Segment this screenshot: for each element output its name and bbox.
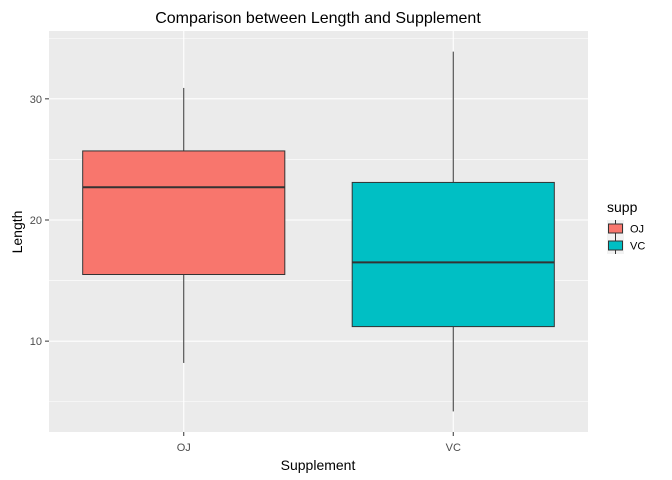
box-oj bbox=[82, 87, 286, 363]
box-iqr bbox=[82, 150, 286, 276]
y-axis-title: Length bbox=[9, 211, 25, 254]
legend-key-oj bbox=[607, 220, 624, 237]
y-axis-ticks: 10 20 30 bbox=[30, 94, 49, 348]
legend-key-swatch bbox=[608, 223, 623, 234]
x-tick-label: VC bbox=[446, 442, 461, 454]
legend-label: VC bbox=[630, 241, 645, 253]
chart-title: Comparison between Length and Supplement bbox=[155, 10, 481, 27]
legend-key-swatch bbox=[608, 240, 623, 251]
boxes-layer bbox=[82, 51, 555, 412]
legend-key-vc bbox=[607, 237, 624, 254]
legend: supp OJ VC bbox=[607, 199, 645, 254]
legend-label: OJ bbox=[630, 224, 644, 236]
y-tick-label: 20 bbox=[30, 215, 42, 227]
y-tick-label: 10 bbox=[30, 336, 42, 348]
x-axis-title: Supplement bbox=[281, 457, 356, 473]
box-iqr bbox=[351, 181, 555, 328]
x-axis-ticks: OJ VC bbox=[177, 432, 461, 454]
legend-title: supp bbox=[607, 199, 638, 215]
x-tick-label: OJ bbox=[177, 442, 191, 454]
box-vc bbox=[351, 51, 555, 412]
y-tick-label: 30 bbox=[30, 94, 42, 106]
